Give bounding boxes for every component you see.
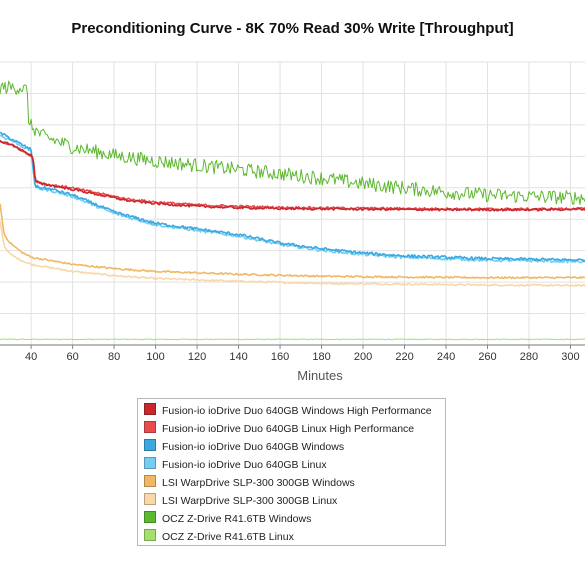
legend-item: Fusion-io ioDrive Duo 640GB Linux High P… bbox=[144, 421, 414, 435]
x-tick-label: 140 bbox=[229, 351, 247, 363]
x-tick-label: 160 bbox=[271, 351, 289, 363]
series-line-2 bbox=[0, 131, 585, 263]
legend-item: Fusion-io ioDrive Duo 640GB Windows High… bbox=[144, 403, 432, 417]
legend-label: OCZ Z-Drive R41.6TB Windows bbox=[162, 513, 312, 525]
legend-item: LSI WarpDrive SLP-300 300GB Linux bbox=[144, 493, 337, 507]
x-tick-label: 40 bbox=[25, 351, 37, 363]
x-tick-label: 180 bbox=[312, 351, 330, 363]
legend-swatch bbox=[144, 457, 156, 469]
legend: Fusion-io ioDrive Duo 640GB Windows High… bbox=[137, 398, 446, 546]
legend-swatch bbox=[144, 403, 156, 415]
legend-label: LSI WarpDrive SLP-300 300GB Linux bbox=[162, 495, 338, 507]
legend-swatch bbox=[144, 475, 156, 487]
x-tick-label: 80 bbox=[108, 351, 120, 363]
x-tick-label: 260 bbox=[478, 351, 496, 363]
series-line-6 bbox=[0, 80, 585, 206]
series-line-5 bbox=[0, 220, 585, 288]
legend-label: OCZ Z-Drive R41.6TB Linux bbox=[162, 531, 294, 543]
legend-swatch bbox=[144, 439, 156, 451]
legend-label: Fusion-io ioDrive Duo 640GB Windows bbox=[162, 441, 345, 453]
legend-swatch bbox=[144, 511, 156, 523]
series-line-0 bbox=[0, 139, 585, 212]
chart-title: Preconditioning Curve - 8K 70% Read 30% … bbox=[71, 20, 514, 37]
legend-item: OCZ Z-Drive R41.6TB Windows bbox=[144, 511, 311, 525]
legend-label: Fusion-io ioDrive Duo 640GB Linux High P… bbox=[162, 423, 415, 435]
series-line-4 bbox=[0, 203, 585, 280]
legend-item: Fusion-io ioDrive Duo 640GB Linux bbox=[144, 457, 327, 471]
x-tick-label: 220 bbox=[395, 351, 413, 363]
x-axis-label: Minutes bbox=[297, 368, 343, 383]
x-tick-label: 100 bbox=[146, 351, 164, 363]
legend-item: OCZ Z-Drive R41.6TB Linux bbox=[144, 529, 294, 543]
series-line-7 bbox=[0, 338, 585, 341]
series-lines bbox=[0, 80, 585, 341]
legend-label: Fusion-io ioDrive Duo 640GB Linux bbox=[162, 459, 327, 471]
legend-label: LSI WarpDrive SLP-300 300GB Windows bbox=[162, 477, 355, 489]
x-tick-label: 280 bbox=[520, 351, 538, 363]
legend-swatch bbox=[144, 493, 156, 505]
x-tick-label: 60 bbox=[66, 351, 78, 363]
legend-swatch bbox=[144, 529, 156, 541]
x-tick-label: 240 bbox=[437, 351, 455, 363]
axes: 40 60 80 100 120 140 160 180 200 220 240 260 280 300 bbox=[0, 344, 585, 363]
legend-label: Fusion-io ioDrive Duo 640GB Windows High… bbox=[162, 405, 432, 417]
legend-item: LSI WarpDrive SLP-300 300GB Windows bbox=[144, 475, 355, 489]
x-tick-label: 120 bbox=[188, 351, 206, 363]
legend-swatch bbox=[144, 421, 156, 433]
legend-item: Fusion-io ioDrive Duo 640GB Windows bbox=[144, 439, 344, 453]
x-tick-label: 200 bbox=[354, 351, 372, 363]
x-tick-label: 300 bbox=[561, 351, 579, 363]
